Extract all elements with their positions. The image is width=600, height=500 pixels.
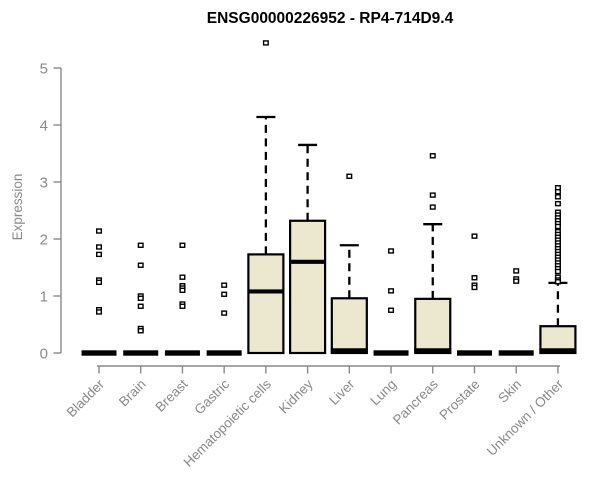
- box: [247, 253, 285, 355]
- outlier-point: [179, 287, 186, 293]
- outlier-point: [554, 200, 561, 207]
- y-tick-label: 3: [40, 175, 48, 192]
- y-tick-label: 5: [40, 61, 48, 78]
- outlier-point: [388, 307, 395, 313]
- y-tick-label: 1: [40, 289, 48, 306]
- collapsed-box: [498, 350, 534, 356]
- outlier-point: [554, 188, 561, 195]
- x-tick-label: Gastric: [191, 376, 232, 417]
- outlier-point: [554, 279, 561, 285]
- box-series: [81, 40, 577, 356]
- outlier-point: [95, 251, 102, 258]
- outlier-point: [262, 40, 269, 46]
- outlier-point: [513, 268, 520, 274]
- outlier-point: [346, 173, 353, 180]
- collapsed-box: [206, 350, 242, 356]
- boxplot-breast: [164, 242, 200, 356]
- x-tick-label: Brain: [116, 377, 149, 410]
- x-tick-label: Lung: [367, 377, 399, 409]
- outlier-point: [429, 192, 436, 198]
- outlier-point: [95, 279, 102, 286]
- outlier-point: [471, 233, 478, 239]
- boxplot-gastric: [206, 282, 242, 356]
- outlier-point: [471, 284, 478, 291]
- x-tick-label: Breast: [152, 376, 190, 414]
- y-tick-label: 2: [40, 232, 48, 249]
- chart-title: ENSG00000226952 - RP4-714D9.4: [207, 10, 454, 27]
- boxplot-kidney: [289, 143, 327, 355]
- outlier-point: [388, 248, 395, 254]
- outlier-point: [95, 309, 102, 315]
- outlier-point: [221, 282, 228, 288]
- outlier-point: [429, 153, 436, 159]
- boxplot-unknown-other: [539, 184, 577, 355]
- y-tick-label: 0: [40, 346, 48, 363]
- outlier-point: [554, 194, 561, 200]
- boxplot-liver: [330, 173, 368, 355]
- outlier-point: [471, 275, 478, 281]
- outlier-point: [513, 278, 520, 284]
- outlier-point: [554, 223, 561, 230]
- collapsed-box: [456, 350, 492, 356]
- outlier-point: [429, 204, 436, 210]
- boxplot-prostate: [456, 233, 492, 356]
- outlier-point: [137, 295, 144, 301]
- outlier-point: [137, 262, 144, 268]
- box: [289, 219, 327, 355]
- outlier-point: [554, 268, 561, 275]
- box: [414, 297, 452, 355]
- outlier-point: [95, 244, 102, 250]
- x-tick-label: Kidney: [276, 376, 316, 416]
- boxplot-brain: [123, 242, 159, 356]
- outlier-point: [137, 303, 144, 309]
- boxplot-hematopoietic-cells: [247, 40, 285, 355]
- x-tick-label: Prostate: [436, 377, 482, 423]
- collapsed-box: [123, 350, 159, 356]
- outlier-point: [95, 228, 102, 234]
- outlier-point: [137, 328, 144, 334]
- boxplot-lung: [373, 248, 409, 356]
- outlier-point: [179, 303, 186, 309]
- x-tick-label: Unknown / Other: [484, 376, 567, 459]
- outlier-point: [137, 242, 144, 248]
- boxplot-pancreas: [414, 153, 452, 355]
- outlier-point: [179, 274, 186, 280]
- y-tick-label: 4: [40, 118, 48, 135]
- x-tick-label: Skin: [495, 377, 524, 406]
- x-tick-label: Pancreas: [390, 376, 441, 427]
- x-tick-label: Bladder: [64, 376, 108, 420]
- outlier-point: [179, 242, 186, 248]
- collapsed-box: [81, 350, 117, 356]
- collapsed-box: [164, 350, 200, 356]
- y-axis-label: Expression: [10, 174, 25, 241]
- boxplot-skin: [498, 268, 534, 356]
- y-axis: 0 1 2 3 4 5: [40, 61, 62, 363]
- x-tick-label: Liver: [326, 376, 358, 408]
- box: [330, 297, 368, 355]
- boxplot-bladder: [81, 228, 117, 356]
- outlier-point: [221, 310, 228, 316]
- collapsed-box: [373, 350, 409, 356]
- outlier-point: [221, 291, 228, 297]
- outlier-point: [388, 288, 395, 294]
